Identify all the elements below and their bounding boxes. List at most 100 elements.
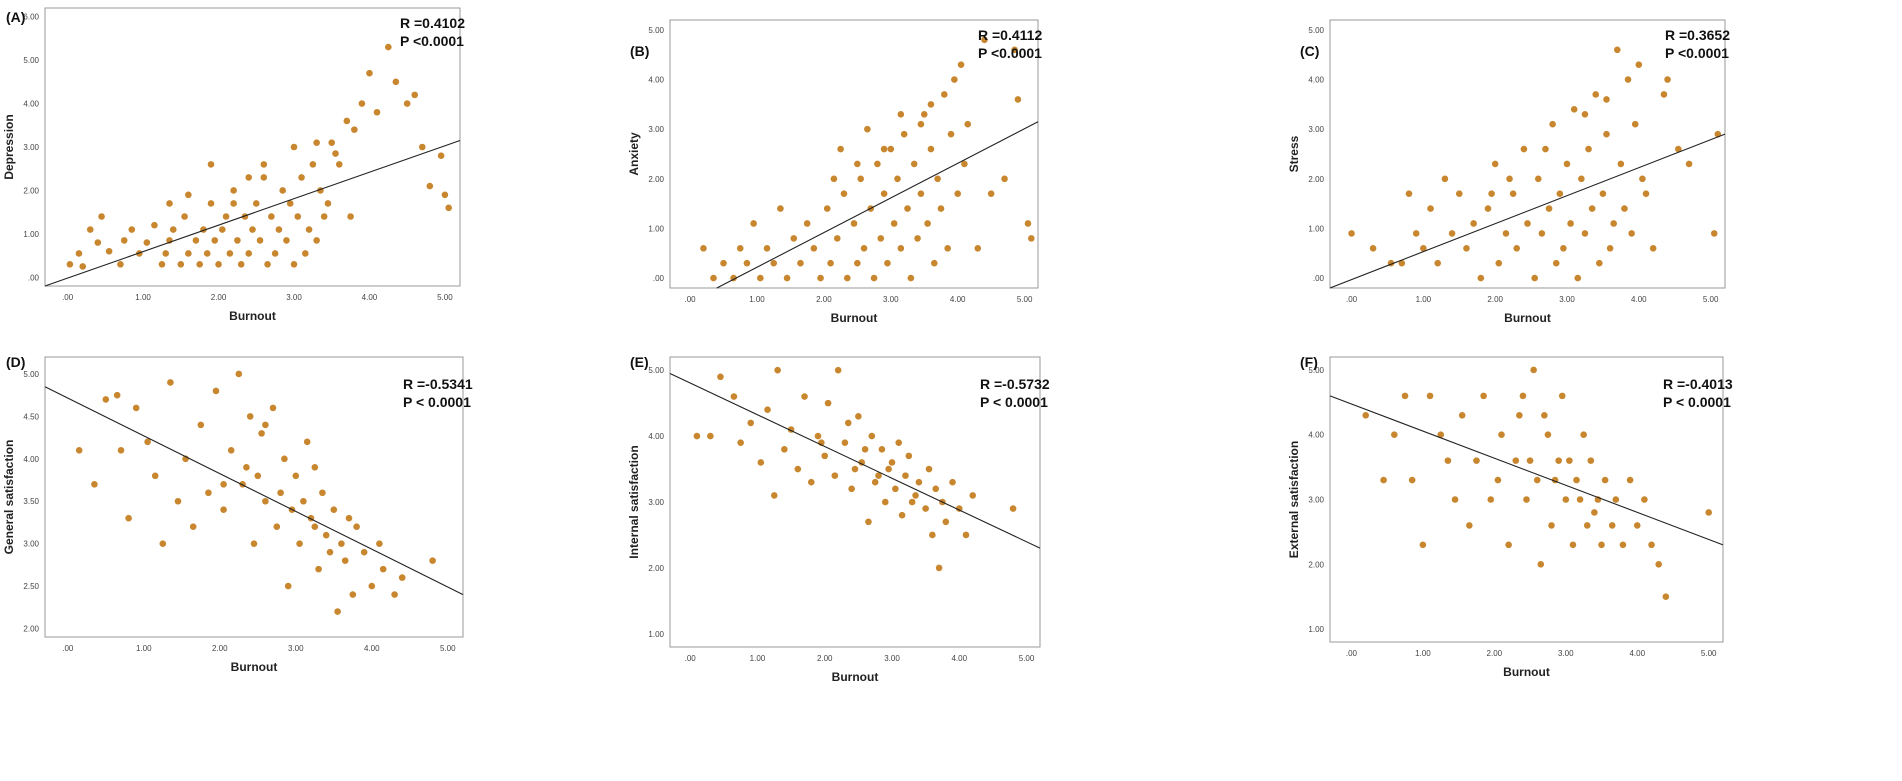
y-tick-label: .00 xyxy=(28,273,40,282)
y-tick-label: 4.00 xyxy=(1308,76,1324,85)
data-point xyxy=(1477,274,1485,282)
data-point xyxy=(858,459,866,466)
y-tick-label: 2.00 xyxy=(648,564,664,573)
y-tick-label: 4.00 xyxy=(648,76,664,85)
data-point xyxy=(1526,457,1534,464)
data-point xyxy=(807,478,815,486)
data-point xyxy=(311,523,319,530)
data-point xyxy=(144,438,151,446)
y-tick-label: 1.00 xyxy=(1308,224,1324,233)
data-point xyxy=(1588,205,1596,212)
data-point xyxy=(1596,259,1603,267)
data-point xyxy=(262,497,269,505)
y-tick-label: 3.00 xyxy=(23,143,39,152)
data-point xyxy=(256,237,264,244)
data-point xyxy=(277,489,284,497)
data-point xyxy=(868,432,876,440)
data-point xyxy=(1427,205,1434,212)
data-point xyxy=(429,557,436,564)
data-point xyxy=(366,69,373,77)
data-point xyxy=(912,492,919,499)
data-point xyxy=(1558,392,1566,400)
data-point xyxy=(1710,230,1718,237)
data-point xyxy=(827,259,834,267)
data-point xyxy=(275,226,283,233)
data-point xyxy=(1613,46,1621,54)
data-point xyxy=(311,464,319,471)
data-point xyxy=(1617,160,1625,168)
data-point xyxy=(1633,522,1641,529)
data-point xyxy=(222,213,230,220)
data-point xyxy=(917,190,925,198)
data-point xyxy=(730,393,738,400)
x-tick-label: 4.00 xyxy=(364,644,380,653)
x-tick-label: .00 xyxy=(685,654,697,663)
data-point xyxy=(797,259,804,267)
data-point xyxy=(403,100,411,107)
data-point xyxy=(234,237,241,244)
data-point xyxy=(757,274,764,282)
data-point xyxy=(1675,145,1682,153)
data-point xyxy=(880,145,888,153)
y-tick-label: 3.00 xyxy=(23,540,39,549)
data-point xyxy=(969,492,977,499)
data-point xyxy=(246,413,254,420)
x-tick-label: 1.00 xyxy=(750,654,766,663)
data-point xyxy=(922,505,929,512)
data-point xyxy=(874,160,881,168)
plot-frame xyxy=(669,356,1041,648)
scatter-panel-1: .00 1.00 2.00 3.00 4.00 5.00 .00 1.00 2.00 3.00 4.… xyxy=(627,19,1042,325)
data-point xyxy=(915,478,923,486)
data-point xyxy=(850,220,858,227)
data-point xyxy=(411,91,419,99)
data-point xyxy=(254,472,262,480)
data-point xyxy=(313,237,320,244)
data-point xyxy=(855,413,862,420)
data-point xyxy=(1463,244,1470,252)
data-point xyxy=(220,506,227,514)
data-point xyxy=(871,478,879,486)
data-point xyxy=(929,531,936,539)
data-point xyxy=(823,205,831,212)
data-point xyxy=(235,370,243,378)
data-point xyxy=(1437,431,1445,439)
data-point xyxy=(1548,522,1555,529)
data-point xyxy=(947,130,955,138)
data-point xyxy=(1549,120,1556,128)
data-point xyxy=(334,608,341,615)
data-point xyxy=(441,191,449,199)
y-axis-label: Anxiety xyxy=(627,132,641,176)
data-point xyxy=(1567,220,1574,227)
data-point xyxy=(817,274,824,282)
data-point xyxy=(192,237,200,244)
data-point xyxy=(298,174,305,181)
data-point xyxy=(1009,505,1017,512)
x-tick-label: .00 xyxy=(1346,649,1358,658)
data-point xyxy=(1024,220,1032,227)
data-point xyxy=(1569,541,1577,549)
y-tick-label: 1.00 xyxy=(23,230,39,239)
data-point xyxy=(349,591,357,598)
data-point xyxy=(844,274,851,282)
data-point xyxy=(904,205,911,212)
data-point xyxy=(783,274,791,282)
y-tick-label: 2.00 xyxy=(1308,560,1324,569)
data-point xyxy=(258,430,265,437)
data-point xyxy=(167,379,174,386)
y-tick-label: 3.00 xyxy=(1308,125,1324,134)
data-point xyxy=(143,239,151,246)
data-point xyxy=(707,432,714,440)
data-point xyxy=(885,465,892,473)
data-point xyxy=(268,213,275,220)
data-point xyxy=(166,200,173,207)
data-point xyxy=(1473,457,1480,464)
r-value: R =-0.5732 xyxy=(980,376,1050,392)
data-point xyxy=(151,221,158,229)
data-point xyxy=(252,200,260,207)
data-point xyxy=(736,244,744,252)
data-point xyxy=(392,78,400,86)
y-tick-label: 4.00 xyxy=(1308,431,1324,440)
data-point xyxy=(91,480,98,488)
data-point xyxy=(177,260,185,268)
data-point xyxy=(870,274,878,282)
